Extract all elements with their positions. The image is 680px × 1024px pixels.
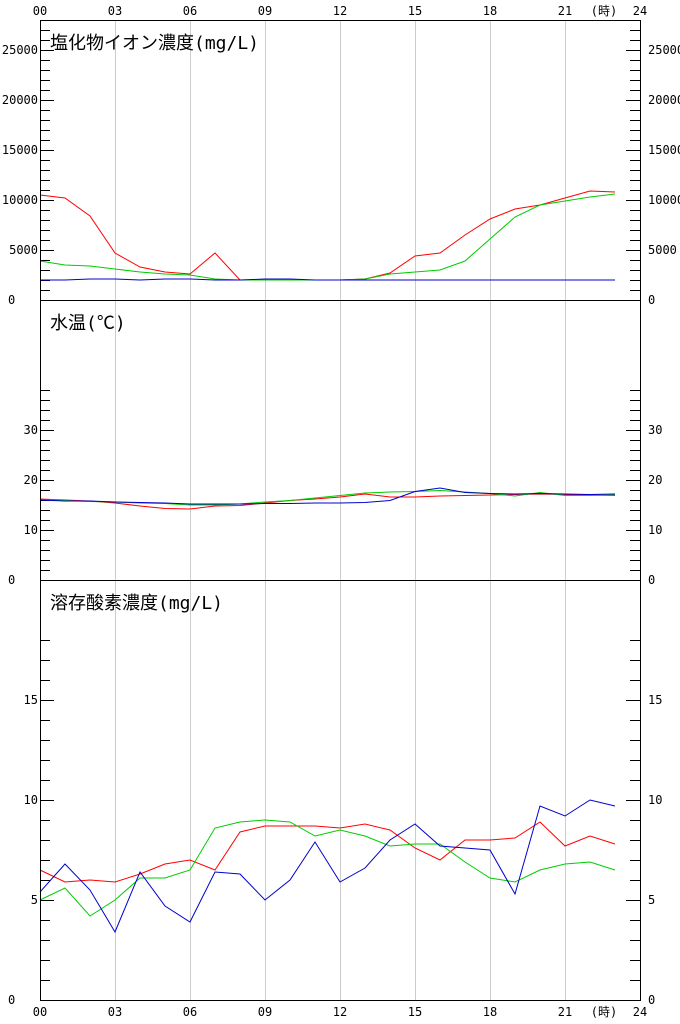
x-tick-label-top: 15 (408, 4, 422, 18)
y-tick-label-left: 20 (24, 473, 38, 487)
y-tick-label-left: 10 (24, 793, 38, 807)
x-unit-label-bottom: (時) (591, 1005, 617, 1019)
y-tick-label-left: 25000 (2, 43, 38, 57)
series-line-red (39, 821, 616, 883)
series-line-red (39, 190, 616, 281)
x-tick-label-top: 09 (258, 4, 272, 18)
y-tick-label-right: 20 (648, 473, 662, 487)
y-zero-label-right: 0 (648, 993, 655, 1007)
y-tick-label-left: 5 (31, 893, 38, 907)
y-tick-label-right: 10 (648, 793, 662, 807)
x-tick-label-top: 12 (333, 4, 347, 18)
x-tick-label-top: 21 (558, 4, 572, 18)
y-tick-label-right: 25000 (648, 43, 680, 57)
x-tick-label-top: 24 (633, 4, 647, 18)
series-line-blue (39, 799, 616, 934)
y-tick-label-right: 5000 (648, 243, 677, 257)
x-tick-label-top: 00 (33, 4, 47, 18)
x-tick-label-bottom: 24 (633, 1005, 647, 1019)
x-tick-label-bottom: 12 (333, 1005, 347, 1019)
y-tick-label-left: 30 (24, 423, 38, 437)
panel-title: 水温(℃) (50, 313, 126, 334)
y-tick-label-right: 5 (648, 893, 655, 907)
y-tick-label-right: 10000 (648, 193, 680, 207)
series-line-blue (39, 487, 616, 505)
y-tick-label-left: 15000 (2, 143, 38, 157)
y-tick-label-left: 10 (24, 523, 38, 537)
y-tick-label-left: 20000 (2, 93, 38, 107)
plot-frame (40, 20, 641, 1001)
series-line-green (39, 819, 616, 917)
x-tick-label-bottom: 06 (183, 1005, 197, 1019)
y-zero-label-left: 0 (8, 573, 15, 587)
y-tick-label-right: 15000 (648, 143, 680, 157)
y-zero-label-right: 0 (648, 573, 655, 587)
panel-title: 塩化物イオン濃度(mg/L) (50, 33, 259, 54)
y-tick-label-right: 30 (648, 423, 662, 437)
x-tick-label-bottom: 15 (408, 1005, 422, 1019)
x-tick-label-bottom: 03 (108, 1005, 122, 1019)
y-tick-label-left: 15 (24, 693, 38, 707)
y-zero-label-right: 0 (648, 293, 655, 307)
panel-title: 溶存酸素濃度(mg/L) (50, 593, 223, 614)
x-tick-label-top: 03 (108, 4, 122, 18)
y-zero-label-left: 0 (8, 293, 15, 307)
x-tick-label-bottom: 09 (258, 1005, 272, 1019)
y-tick-label-right: 15 (648, 693, 662, 707)
x-tick-label-bottom: 18 (483, 1005, 497, 1019)
x-tick-label-bottom: 21 (558, 1005, 572, 1019)
x-tick-label-top: 06 (183, 4, 197, 18)
y-tick-label-right: 10 (648, 523, 662, 537)
y-tick-label-left: 5000 (9, 243, 38, 257)
series-line-blue (40, 278, 615, 281)
x-tick-label-top: 18 (483, 4, 497, 18)
y-tick-label-left: 10000 (2, 193, 38, 207)
y-zero-label-left: 0 (8, 993, 15, 1007)
x-tick-label-bottom: 00 (33, 1005, 47, 1019)
x-unit-label-top: (時) (591, 4, 617, 18)
y-tick-label-right: 20000 (648, 93, 680, 107)
